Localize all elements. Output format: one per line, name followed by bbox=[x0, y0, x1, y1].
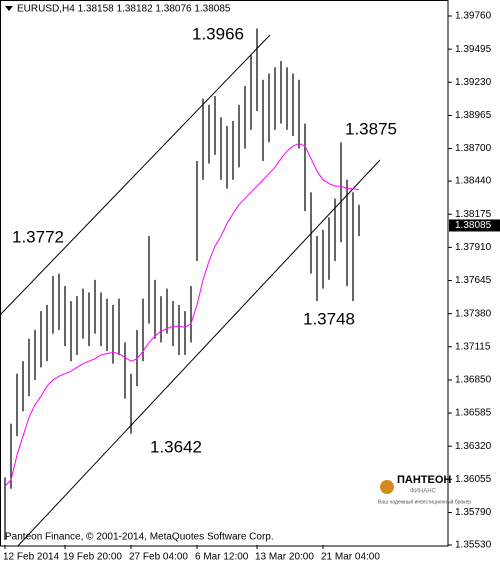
x-tick-label: 19 Feb 20:00 bbox=[63, 552, 122, 563]
moving-average bbox=[4, 143, 360, 487]
y-tick-label: 1.37115 bbox=[455, 341, 491, 352]
x-tick-label: 27 Feb 04:00 bbox=[129, 552, 188, 563]
y-tick-label: 1.37645 bbox=[455, 275, 492, 286]
y-tick-label: 1.38175 bbox=[455, 209, 492, 220]
x-tick-label: 6 Mar 12:00 bbox=[195, 552, 249, 563]
channel-upper bbox=[0, 34, 271, 316]
y-tick-label: 1.36850 bbox=[455, 375, 492, 386]
y-tick-label: 1.38965 bbox=[455, 110, 492, 121]
annotation: 1.3875 bbox=[345, 119, 397, 138]
watermark: Panteon Finance, © 2001-2014, MetaQuotes… bbox=[5, 532, 274, 543]
y-tick-label: 1.37910 bbox=[455, 242, 492, 253]
y-tick-label: 1.38700 bbox=[455, 143, 492, 154]
annotation: 1.3748 bbox=[303, 309, 355, 328]
y-tick-label: 1.37380 bbox=[455, 308, 492, 319]
last-price-label: 1.38085 bbox=[455, 220, 492, 231]
logo: ПАНТЕОН ФИНАНС Ваш надежный инвестиционн… bbox=[378, 474, 471, 505]
channel-lower bbox=[17, 159, 381, 546]
y-tick-label: 1.39230 bbox=[455, 77, 492, 88]
y-tick-label: 1.36320 bbox=[455, 441, 492, 452]
annotation: 1.3966 bbox=[192, 24, 244, 43]
y-tick-label: 1.35530 bbox=[455, 540, 492, 551]
y-tick-label: 1.38440 bbox=[455, 176, 492, 187]
menu-triangle bbox=[5, 6, 13, 11]
y-tick-label: 1.36585 bbox=[455, 408, 492, 419]
header: EURUSD,H4 1.38158 1.38182 1.38076 1.3808… bbox=[17, 4, 231, 15]
logo-icon bbox=[380, 480, 394, 494]
y-tick-label: 1.36055 bbox=[455, 474, 492, 485]
x-tick-label: 13 Mar 20:00 bbox=[255, 552, 314, 563]
x-tick-label: 21 Mar 04:00 bbox=[321, 552, 380, 563]
channel bbox=[0, 34, 381, 546]
annotation: 1.3642 bbox=[150, 437, 202, 456]
plot-frame bbox=[0, 0, 449, 547]
y-tick-label: 1.35790 bbox=[455, 507, 492, 518]
logo-tagline: Ваш надежный инвестиционный брокер bbox=[378, 498, 471, 505]
logo-name: ПАНТЕОН bbox=[397, 474, 451, 486]
last-price-box bbox=[449, 219, 500, 232]
y-tick-label: 1.39495 bbox=[455, 44, 492, 55]
y-tick-label: 1.39760 bbox=[455, 11, 492, 22]
logo-sub: ФИНАНС bbox=[410, 489, 437, 495]
x-tick-label: 12 Feb 2014 bbox=[3, 552, 60, 563]
annotation: 1.3772 bbox=[12, 227, 64, 246]
